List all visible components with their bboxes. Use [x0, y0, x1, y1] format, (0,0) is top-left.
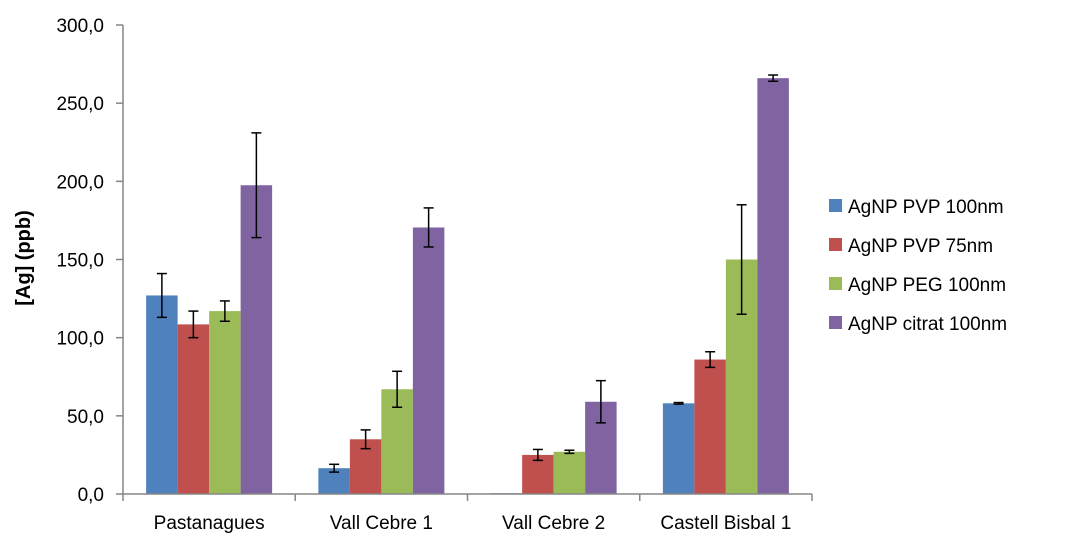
legend-label: AgNP PEG 100nm — [848, 275, 1006, 296]
bar — [694, 359, 726, 494]
legend-swatch — [829, 316, 842, 329]
y-axis-ticks: 0,0 50,0 100,0 150,0 200,0 250,0 300,0 — [56, 16, 123, 506]
legend-label: AgNP PVP 100nm — [848, 197, 1004, 218]
legend-label: AgNP PVP 75nm — [848, 236, 993, 257]
category-labels: Pastanagues Vall Cebre 1 Vall Cebre 2 Caste… — [154, 513, 792, 534]
error-bars — [156, 74, 779, 473]
y-tick-label: 100,0 — [56, 329, 104, 350]
legend-swatch — [829, 238, 842, 251]
category-label: Vall Cebre 2 — [502, 513, 605, 534]
legend-swatch — [829, 277, 842, 290]
legend: AgNP PVP 100nm AgNP PVP 75nm AgNP PEG 100n… — [829, 197, 1007, 335]
y-axis-title: [Ag] (ppb) — [13, 210, 35, 306]
bar — [412, 227, 445, 494]
bars — [146, 78, 789, 495]
bar — [146, 295, 178, 494]
y-tick-label: 300,0 — [56, 16, 104, 37]
x-axis-ticks — [122, 494, 813, 501]
y-tick-label: 50,0 — [67, 407, 104, 428]
bar — [522, 454, 554, 494]
legend-swatch — [829, 199, 842, 212]
y-tick-label: 250,0 — [56, 94, 104, 115]
bar — [177, 324, 210, 494]
legend-label: AgNP citrat 100nm — [848, 314, 1007, 335]
category-label: Castell Bisbal 1 — [660, 513, 791, 534]
bar — [757, 78, 789, 495]
bar — [553, 451, 586, 494]
category-label: Pastanagues — [154, 513, 265, 534]
bar — [209, 311, 241, 494]
y-tick-label: 150,0 — [56, 251, 104, 272]
bar — [662, 403, 695, 494]
category-label: Vall Cebre 1 — [330, 513, 433, 534]
y-tick-label: 200,0 — [56, 172, 104, 193]
y-tick-label: 0,0 — [78, 485, 104, 506]
